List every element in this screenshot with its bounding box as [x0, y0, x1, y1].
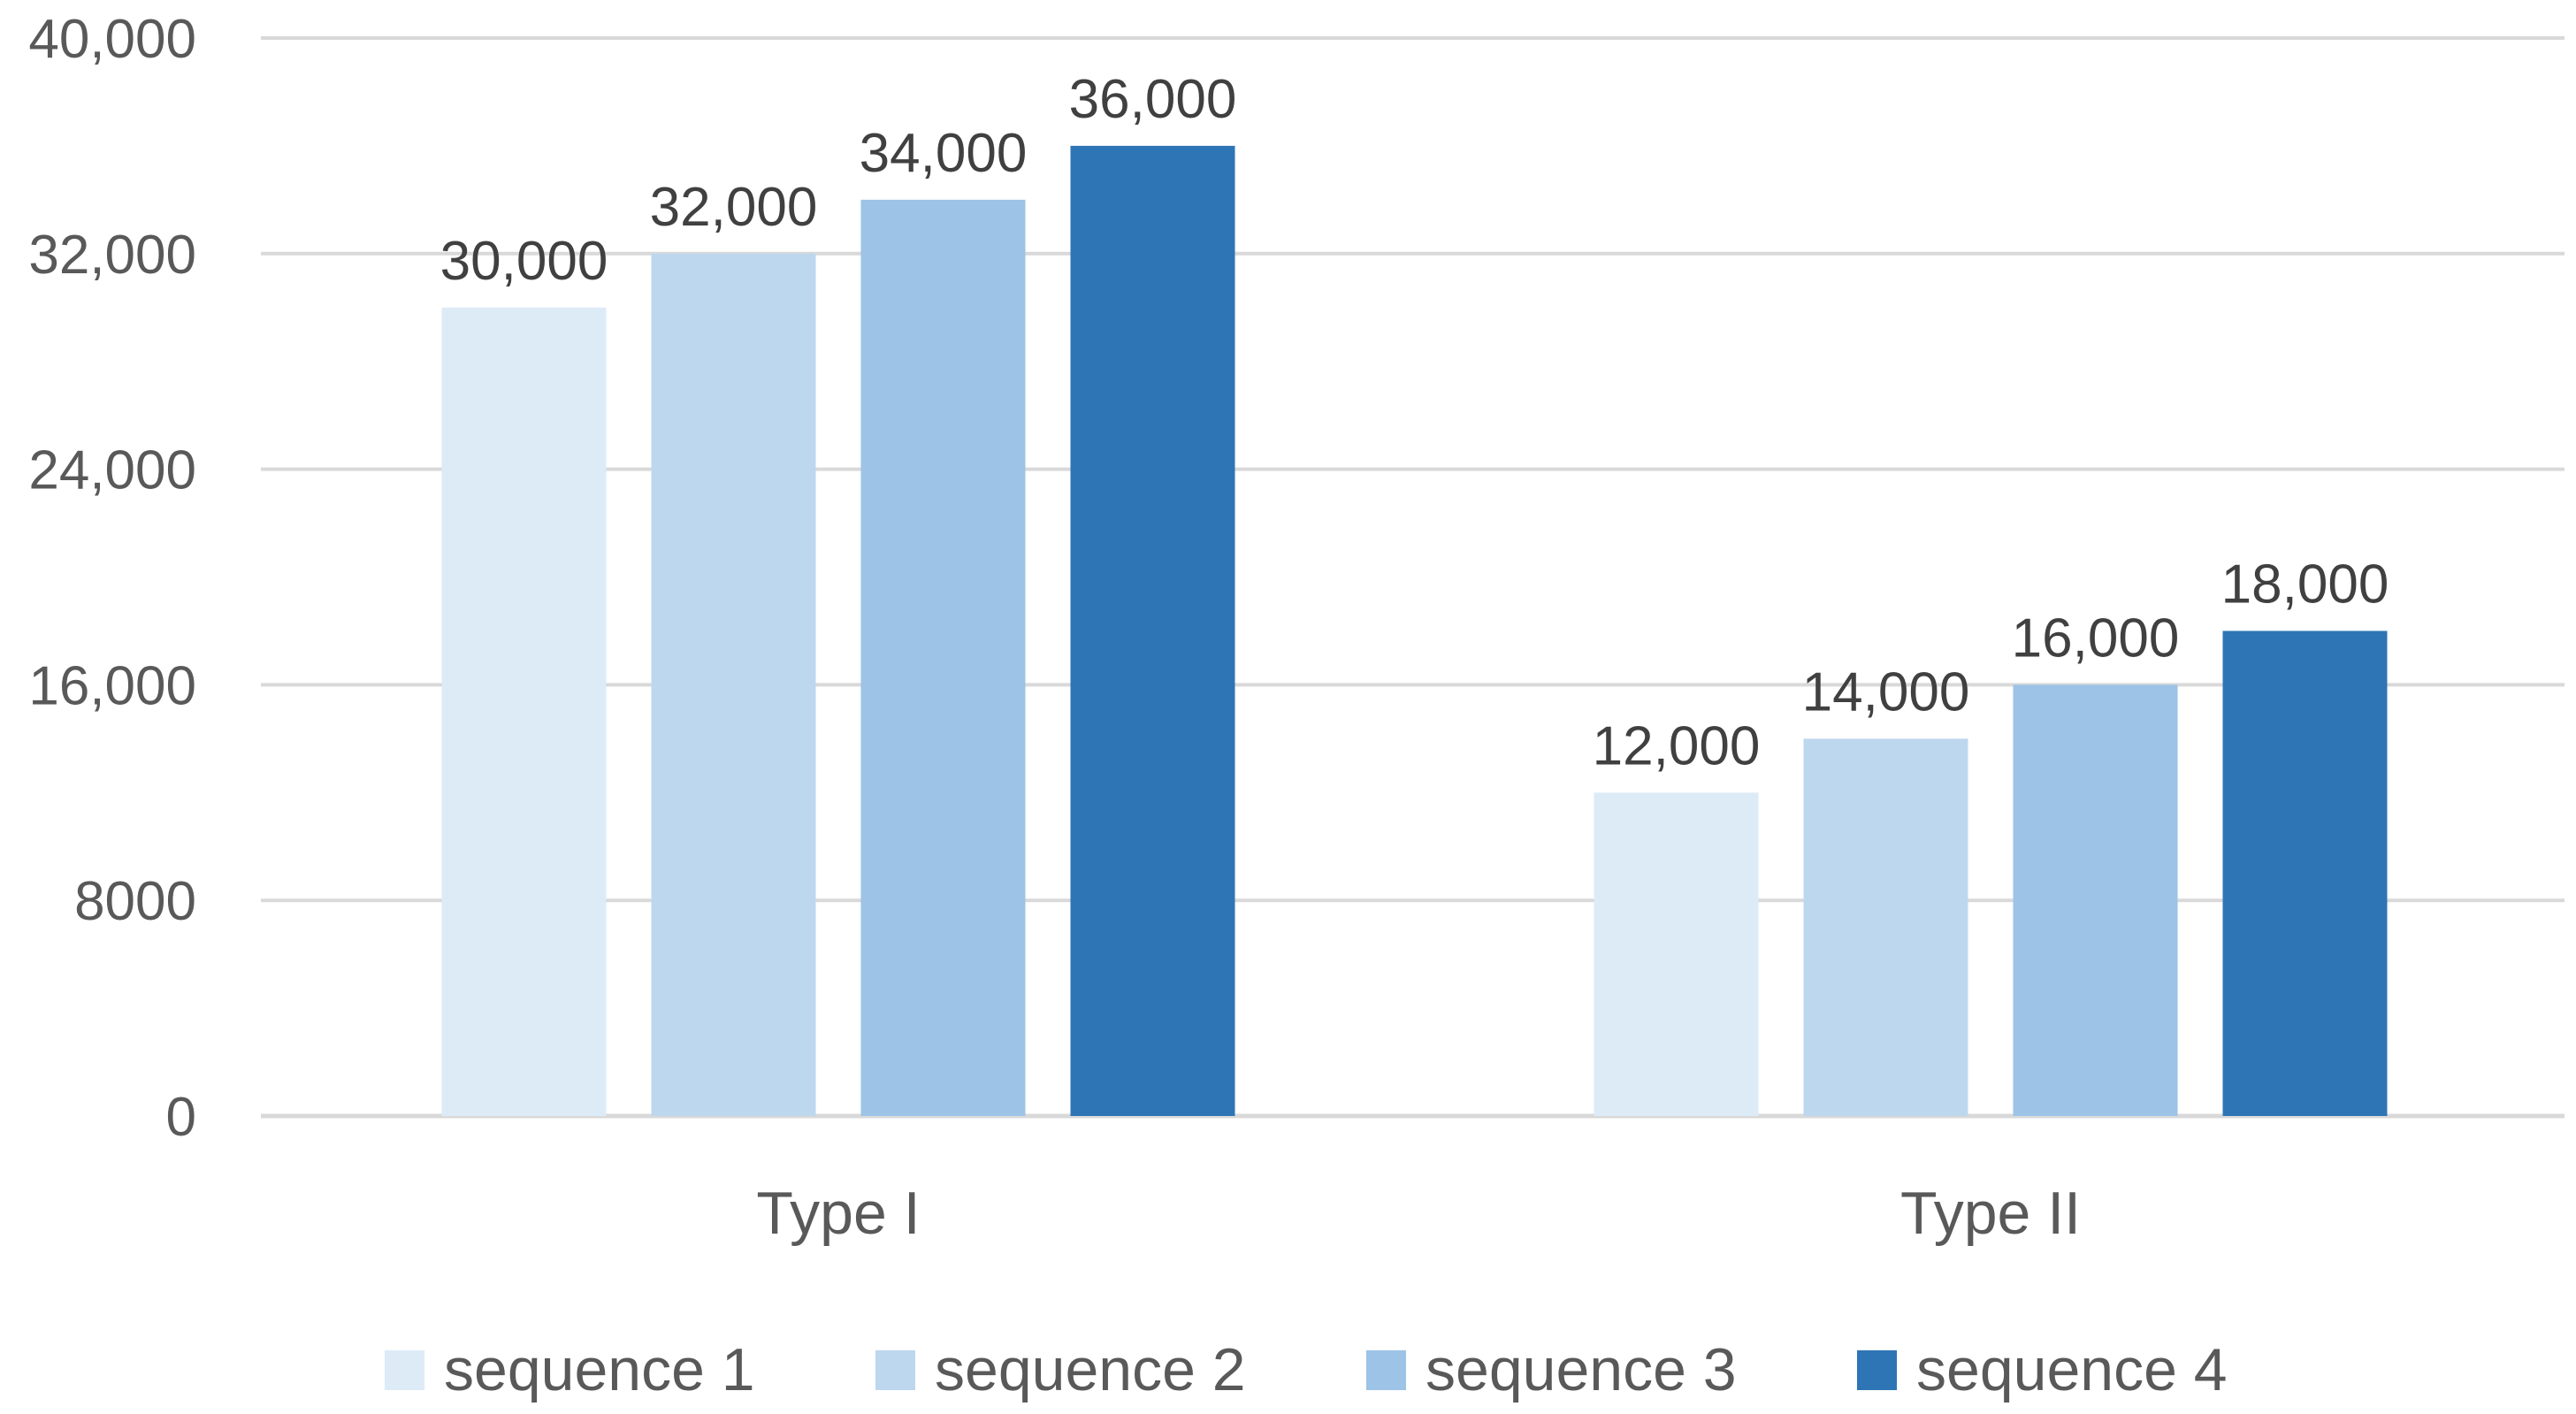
legend-label: sequence 2 — [935, 1336, 1246, 1403]
data-label: 32,000 — [650, 177, 818, 238]
legend-swatch — [1366, 1350, 1406, 1390]
data-label: 30,000 — [440, 231, 608, 292]
legend-item-sequence-2: sequence 2 — [875, 1336, 1246, 1403]
y-tick-label: 24,000 — [28, 440, 196, 501]
y-tick-label: 16,000 — [28, 655, 196, 716]
data-label: 34,000 — [860, 123, 1028, 184]
bar-sequence-2-Type-II — [1803, 738, 1968, 1116]
bar-sequence-1-Type-I — [441, 307, 607, 1116]
x-axis-category-labels: Type I Type II — [756, 1180, 2081, 1247]
category-label: Type I — [756, 1180, 920, 1247]
data-label: 14,000 — [1802, 661, 1970, 722]
legend-swatch — [1857, 1350, 1897, 1390]
data-label: 36,000 — [1069, 69, 1237, 130]
bars — [441, 145, 2388, 1117]
y-tick-label: 8000 — [74, 871, 196, 932]
bar-sequence-2-Type-I — [651, 253, 816, 1116]
legend-swatch — [385, 1350, 424, 1390]
legend-item-sequence-3: sequence 3 — [1366, 1336, 1737, 1403]
data-label: 16,000 — [2012, 608, 2180, 669]
legend-label: sequence 3 — [1426, 1336, 1737, 1403]
bar-sequence-3-Type-II — [2013, 684, 2178, 1116]
bar-sequence-4-Type-II — [2222, 631, 2388, 1116]
bar-sequence-1-Type-II — [1594, 792, 1759, 1116]
legend-item-sequence-1: sequence 1 — [385, 1336, 755, 1403]
legend: sequence 1 sequence 2 sequence 3 sequence 4 — [385, 1336, 2228, 1403]
bar-sequence-4-Type-I — [1070, 145, 1235, 1116]
y-tick-label: 40,000 — [28, 9, 196, 70]
bar-sequence-3-Type-I — [860, 199, 1026, 1117]
legend-swatch — [875, 1350, 915, 1390]
gridlines — [261, 36, 2565, 1119]
y-tick-label: 0 — [166, 1087, 196, 1148]
legend-label: sequence 4 — [1916, 1336, 2228, 1403]
category-label: Type II — [1900, 1180, 2081, 1247]
data-label: 18,000 — [2221, 554, 2389, 615]
y-axis-tick-labels: 0 8000 16,000 24,000 32,000 40,000 — [28, 9, 196, 1148]
legend-item-sequence-4: sequence 4 — [1857, 1336, 2228, 1403]
y-tick-label: 32,000 — [28, 225, 196, 286]
data-labels: 30,000 32,000 34,000 36,000 12,000 14,000 16,0… — [440, 69, 2389, 776]
data-label: 12,000 — [1593, 715, 1761, 776]
legend-label: sequence 1 — [444, 1336, 755, 1403]
